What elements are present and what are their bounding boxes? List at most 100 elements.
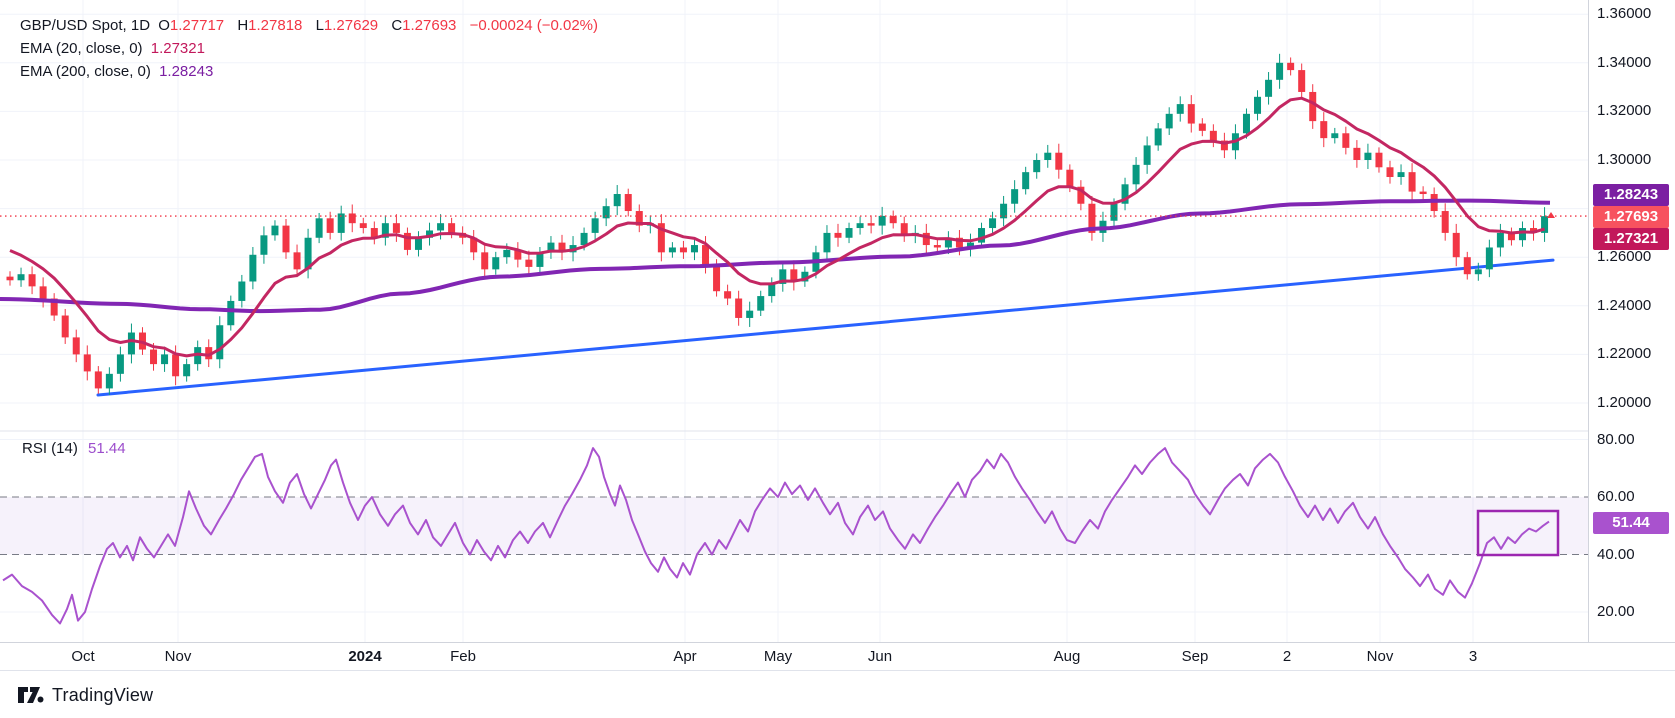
price-tick-label: 1.30000 [1597,151,1652,168]
time-tick-label: Aug [1053,648,1081,665]
open-label: O [158,17,170,34]
candle-down [702,245,710,265]
candle-down [735,298,743,318]
candle-down [205,347,213,360]
candle-down [1287,62,1295,71]
candle-down [1342,133,1350,148]
candle-up [1121,184,1129,204]
price-tick-label: 1.22000 [1597,345,1652,363]
rsi-tick-label: 20.00 [1597,603,1635,620]
candle-down [28,274,36,287]
candle-down [1530,228,1538,233]
high-label: H [237,17,249,34]
rsi-legend[interactable]: RSI (14) 51.44 [22,440,126,457]
grid-layer [0,0,1588,642]
rsi-path [2,447,1550,625]
bottom-bar: TradingView [0,670,1675,718]
candle-up [989,218,997,229]
candle-up [1364,152,1372,160]
candle-up [492,257,500,270]
candle-down [50,298,58,316]
candle-down [1452,232,1460,258]
candle-up [238,281,246,301]
candle-down [1298,70,1306,92]
close-label: C [391,17,403,34]
candle-down [1088,203,1096,233]
price-axis-badge: 1.27321 [1593,228,1669,250]
candle-up [1518,228,1526,241]
pane-borders [0,430,1675,432]
candle-down [1077,186,1085,204]
candle-down [724,291,732,299]
price-tick-label: 1.24000 [1597,296,1652,314]
tradingview-logo[interactable]: TradingView [18,685,153,706]
price-tick-label: 1.20000 [1597,394,1652,411]
legend-symbol-row[interactable]: GBP/USD Spot, 1D O1.27717 H1.27818 L1.27… [20,14,602,37]
candle-up [161,354,169,365]
candle-up [845,228,853,238]
current-price-line [0,212,1588,219]
candle-up [591,218,599,233]
rsi-highlight-box[interactable] [1476,509,1560,557]
price-axis[interactable]: 1.36000 1.34000 1.32000 1.30000 1.26000 1.240… [1588,0,1675,642]
candle-down [448,223,456,233]
rsi-value: 51.44 [88,440,126,457]
candle-down [348,213,356,224]
price-axis-badge: 1.27693 [1593,206,1669,228]
price-tick-label: 1.26000 [1597,248,1652,266]
candle-up [105,373,113,389]
candle-down [1309,91,1317,122]
ema20-line[interactable] [9,96,1546,358]
candle-up [1331,133,1339,139]
rsi-line[interactable] [2,447,1550,625]
rsi-axis-badge: 51.44 [1593,512,1669,534]
price-rsi-plot[interactable] [0,0,1675,642]
candle-down [1187,104,1195,124]
rsi-band-fill [0,497,1588,555]
candle-down [470,237,478,253]
plot-region: GBP/USD Spot, 1D O1.27717 H1.27818 L1.27… [0,0,1675,642]
candle-up [414,237,422,250]
candle-down [392,223,400,233]
legend: GBP/USD Spot, 1D O1.27717 H1.27818 L1.27… [20,14,602,83]
candle-up [823,232,831,253]
change-value: −0.00024 (−0.02%) [469,17,598,34]
candle-down [359,223,367,229]
candle-up [878,215,886,226]
legend-ema20-row[interactable]: EMA (20, close, 0) 1.27321 [20,37,602,60]
time-tick-label: 3 [1468,648,1478,665]
legend-ema200-row[interactable]: EMA (200, close, 0) 1.28243 [20,60,602,83]
candle-down [6,276,14,281]
rsi-highlight-rect [1476,509,1560,557]
candle-up [304,237,312,270]
candle-down [83,354,91,372]
ema20-value: 1.27321 [150,40,205,57]
candle-down [933,245,941,248]
candle-down [150,349,158,365]
candle-down [1441,211,1449,233]
candle-down [1209,130,1217,141]
candle-down [1066,169,1074,187]
candle-up [116,354,124,374]
candle-down [679,247,687,253]
ema200-line[interactable] [0,198,1551,314]
candle-up [1176,104,1184,114]
candle-up [1496,232,1504,248]
candle-down [61,315,69,338]
candle-down [172,354,180,377]
time-axis[interactable]: Oct Nov 2024 Feb Apr May Jun Aug Sep 2 Nov 3 [0,642,1675,671]
candle-down [94,371,102,389]
trendline[interactable] [96,258,1555,397]
ema200-path [0,198,1551,314]
candle-up [856,223,864,229]
candle-down [1419,191,1427,195]
candle-up [746,310,754,318]
candle-down [900,223,908,236]
candle-down [922,232,930,246]
candle-down [525,259,533,267]
candle-up [580,232,588,246]
candle-down [1463,257,1471,275]
candle-up [260,235,268,255]
ema20-path [9,96,1546,358]
candle-up [1011,189,1019,204]
